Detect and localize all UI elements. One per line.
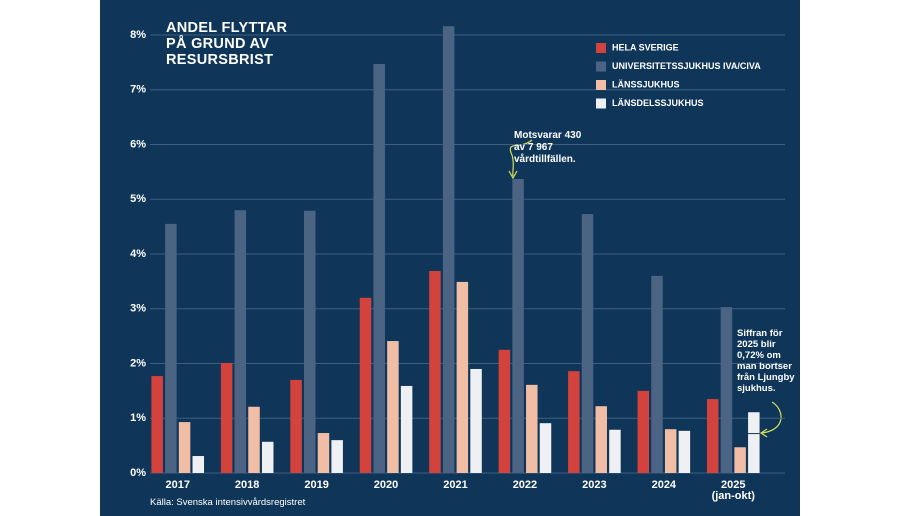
legend-swatch	[596, 80, 606, 90]
bar	[290, 379, 302, 473]
bar	[429, 270, 441, 473]
bar	[734, 447, 746, 473]
bar	[165, 223, 177, 473]
y-tick-label: 2%	[130, 357, 146, 369]
y-tick-label: 0%	[130, 467, 146, 479]
source: Källa: Svenska intensivvårdsregistret	[150, 497, 306, 508]
annotation: Siffran för 2025 blir 0,72% om man borts…	[737, 328, 795, 394]
x-tick-label: 2018	[234, 479, 260, 491]
annotation-arrowhead	[508, 170, 518, 180]
legend-label: LÄNSSJUKHUS	[612, 79, 680, 89]
y-tick-label: 6%	[130, 138, 146, 150]
bar	[220, 362, 233, 473]
y-tick-label: 3%	[130, 303, 146, 315]
bar	[400, 385, 413, 473]
bar	[151, 376, 163, 473]
bar	[651, 275, 663, 473]
bar	[664, 429, 677, 473]
y-tick-label: 4%	[130, 248, 146, 260]
bar	[720, 307, 733, 473]
bar	[706, 399, 719, 473]
bar	[470, 368, 482, 473]
annotation: Motsvarar 430 av 7 967 vårdtillfällen.	[514, 130, 582, 165]
bar	[359, 297, 372, 473]
bar	[304, 210, 316, 473]
bar	[595, 406, 607, 473]
bar	[456, 281, 469, 473]
legend-label: UNIVERSITETSSJUKHUS IVA/CIVA	[612, 61, 761, 71]
annotation-arrowhead	[759, 428, 768, 438]
x-tick-label: 2025 (jan-okt)	[711, 479, 755, 502]
bar	[192, 456, 205, 473]
x-tick-label: 2024	[651, 479, 677, 491]
bar	[637, 390, 650, 473]
chart-title: ANDEL FLYTTAR PÅ GRUND AV RESURSBRIST	[166, 20, 288, 68]
bar	[387, 341, 399, 473]
bar	[317, 433, 330, 473]
x-tick-label: 2020	[373, 479, 399, 491]
legend-swatch	[596, 43, 606, 53]
legend-label: HELA SVERIGE	[612, 42, 679, 52]
bar	[678, 430, 691, 473]
y-tick-label: 5%	[130, 193, 146, 205]
x-tick-label: 2023	[582, 479, 607, 491]
legend-swatch	[596, 98, 606, 109]
y-tick-label: 8%	[130, 29, 146, 41]
legend-label: LÄNSDELSSJUKHUS	[612, 98, 704, 108]
bar	[178, 422, 191, 473]
bar	[581, 214, 594, 473]
bar	[261, 441, 274, 473]
bar	[331, 440, 343, 473]
bar	[442, 26, 455, 474]
bar	[539, 423, 552, 473]
y-tick-label: 7%	[130, 84, 146, 96]
x-tick-label: 2022	[512, 479, 538, 491]
bar	[609, 429, 621, 473]
x-tick-label: 2019	[304, 479, 329, 491]
bar	[568, 371, 580, 473]
bar	[526, 384, 538, 473]
bar	[498, 349, 511, 473]
bar	[248, 406, 260, 473]
bar	[748, 412, 760, 473]
bar	[512, 178, 524, 473]
annotation-arrow	[761, 401, 782, 434]
bar	[373, 64, 385, 473]
y-tick-label: 1%	[130, 412, 146, 424]
x-tick-label: 2017	[165, 479, 190, 491]
bar	[234, 210, 247, 473]
legend-swatch	[596, 61, 606, 72]
x-tick-label: 2021	[443, 479, 468, 491]
